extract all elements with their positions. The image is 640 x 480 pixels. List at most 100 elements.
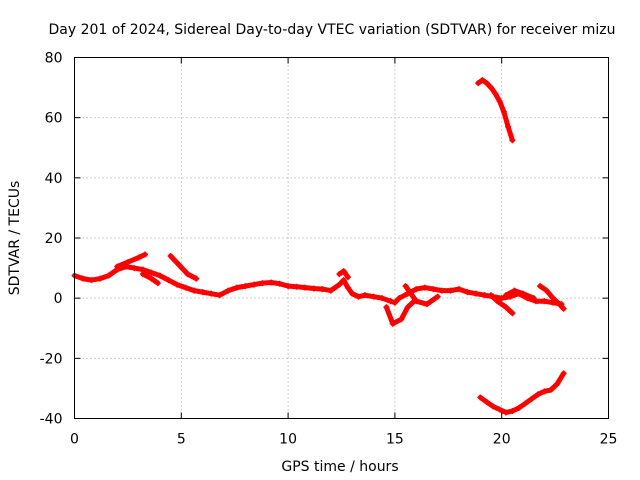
data-point-marker	[528, 395, 535, 402]
data-point-marker	[509, 310, 516, 317]
data-point-marker	[293, 283, 300, 290]
data-point-marker	[327, 287, 334, 294]
data-point-marker	[88, 277, 95, 284]
data-point-marker	[438, 287, 445, 294]
data-point-marker	[520, 290, 527, 297]
chart-title: Day 201 of 2024, Sidereal Day-to-day VTE…	[49, 22, 616, 38]
data-point-marker	[413, 298, 420, 305]
data-point-marker	[488, 292, 495, 299]
tick-layer: 0 5 10 15 20 25 -40 -20 0 20 40 60 80	[40, 51, 618, 448]
data-point-marker	[349, 290, 356, 297]
data-point-marker	[184, 271, 191, 278]
data-point-marker	[560, 370, 567, 377]
series-lower-arc	[477, 370, 567, 416]
data-point-marker	[124, 259, 131, 266]
data-point-marker	[182, 284, 189, 291]
x-tick-label: 10	[279, 432, 297, 448]
data-point-marker	[522, 400, 529, 407]
data-point-marker	[344, 284, 351, 291]
series-trace	[383, 298, 417, 327]
x-tick-label: 5	[177, 432, 186, 448]
data-point-marker	[492, 90, 499, 97]
data-point-marker	[475, 80, 482, 87]
data-point-marker	[387, 298, 394, 305]
data-point-marker	[225, 287, 232, 294]
data-point-marker	[447, 287, 454, 294]
series-branch-h	[502, 287, 537, 302]
data-point-marker	[500, 108, 507, 115]
grid-layer	[74, 57, 609, 419]
data-point-marker	[176, 262, 183, 269]
data-point-marker	[340, 277, 347, 284]
series-trace	[114, 252, 148, 270]
data-point-marker	[336, 271, 343, 278]
data-point-marker	[541, 298, 548, 305]
data-point-marker	[494, 298, 501, 305]
data-point-marker	[498, 295, 505, 302]
data-point-marker	[483, 80, 490, 87]
series-trace	[403, 283, 441, 307]
data-point-marker	[430, 286, 437, 293]
data-point-marker	[259, 280, 266, 287]
data-point-marker	[285, 283, 292, 290]
x-tick-label: 15	[386, 432, 404, 448]
data-point-marker	[554, 380, 561, 387]
data-point-marker	[193, 275, 200, 282]
series-trace	[488, 292, 515, 316]
data-point-marker	[547, 386, 554, 393]
data-point-marker	[477, 394, 484, 401]
data-point-marker	[490, 403, 497, 410]
series-branch-i	[537, 283, 567, 312]
data-point-marker	[481, 292, 488, 299]
data-point-marker	[535, 391, 542, 398]
data-point-marker	[344, 274, 351, 281]
data-point-marker	[148, 275, 155, 282]
data-point-marker	[496, 98, 503, 105]
series-branch-d	[336, 268, 351, 281]
y-tick-label: 20	[45, 231, 63, 247]
y-tick-label: -40	[40, 412, 63, 428]
data-point-marker	[383, 304, 390, 311]
data-point-marker	[505, 123, 512, 130]
data-point-marker	[105, 272, 112, 279]
data-point-marker	[310, 285, 317, 292]
series-trace	[168, 253, 199, 282]
data-point-marker	[148, 269, 155, 276]
series-branch-g	[488, 292, 516, 317]
series-branch-f	[402, 283, 441, 308]
data-point-marker	[502, 409, 509, 416]
data-point-marker	[502, 304, 509, 311]
data-point-marker	[242, 283, 249, 290]
series-trace	[537, 283, 567, 312]
data-point-marker	[139, 271, 146, 278]
series-upper-arc	[475, 77, 516, 144]
series-trace	[475, 77, 515, 143]
data-point-marker	[154, 280, 161, 287]
data-point-marker	[174, 281, 181, 288]
data-point-marker	[502, 292, 509, 299]
data-point-marker	[464, 289, 471, 296]
data-point-marker	[537, 283, 544, 290]
data-point-marker	[302, 284, 309, 291]
data-point-marker	[511, 287, 518, 294]
data-point-marker	[396, 295, 403, 302]
series-main	[71, 263, 565, 308]
data-point-marker	[483, 398, 490, 405]
series-trace	[503, 288, 537, 301]
data-point-marker	[276, 280, 283, 287]
data-point-marker	[434, 293, 441, 300]
data-point-marker	[530, 295, 537, 302]
data-point-marker	[421, 284, 428, 291]
data-point-marker	[80, 275, 87, 282]
data-point-marker	[479, 77, 486, 84]
data-point-marker	[488, 84, 495, 91]
data-point-marker	[556, 301, 563, 308]
data-layer	[71, 77, 567, 416]
data-point-marker	[233, 284, 240, 291]
data-point-marker	[379, 295, 386, 302]
data-point-marker	[370, 293, 377, 300]
data-point-marker	[543, 287, 550, 294]
data-point-marker	[355, 293, 362, 300]
data-point-marker	[165, 277, 172, 284]
data-point-marker	[496, 406, 503, 413]
